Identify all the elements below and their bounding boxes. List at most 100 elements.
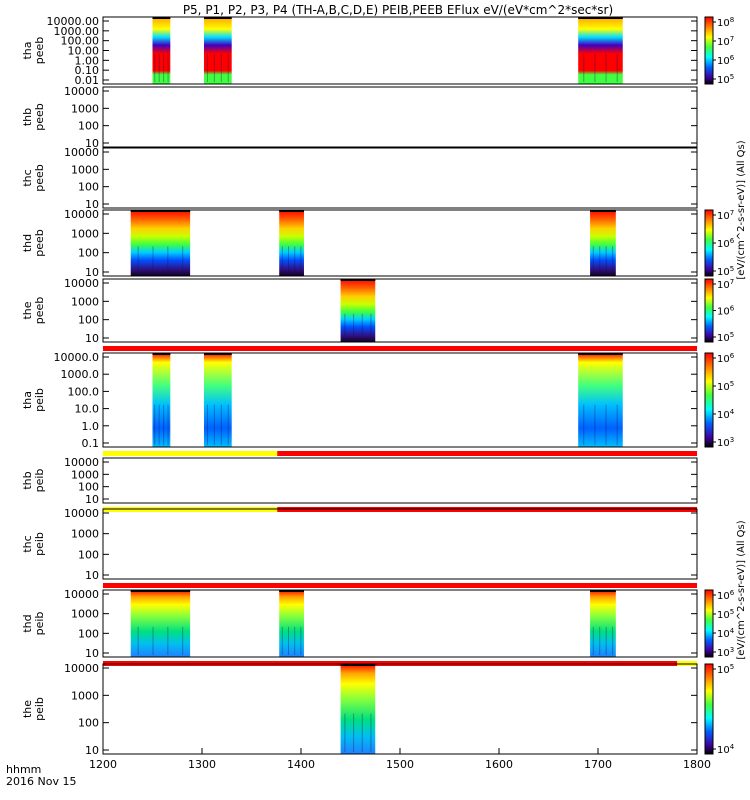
colorbar [704, 16, 714, 85]
x-tick-label: 1500 [386, 758, 414, 771]
y-tick-label: 10 [85, 266, 99, 279]
y-tick-label: 100 [78, 627, 99, 640]
probe-label: thc [21, 535, 34, 552]
spectrogram-cap [340, 664, 376, 666]
colorbar-title-peeb: [eV/(cm^2-s-sr-eV)] (All Qs) [736, 140, 747, 279]
y-tick-label: 10 [85, 137, 99, 150]
panel-thd-peib: 10000 1000 100 10 thd peib 106 105 104 103 [21, 588, 735, 666]
colorbar-tick-label: 103 [717, 646, 734, 659]
x-tick-label: 1700 [584, 758, 612, 771]
probe-label: tha [21, 391, 34, 409]
figure-title: P5, P1, P2, P3, P4 (TH-A,B,C,D,E) PEIB,P… [183, 3, 613, 17]
status-bar-segment [103, 583, 697, 588]
y-tick-label: 1000 [71, 227, 99, 240]
y-tick-label: 100 [78, 548, 99, 561]
y-tick-label: 10 [85, 198, 99, 211]
y-tick-label: 10000 [64, 277, 99, 290]
spectrogram-cap [578, 353, 623, 355]
y-tick-label: 0.1 [82, 437, 100, 450]
y-tick-label: 100.00 [61, 35, 100, 48]
status-bar-segment [103, 346, 697, 351]
status-bar-segment [277, 451, 697, 456]
probe-label: thb [21, 471, 34, 489]
y-tick-label: 100 [78, 120, 99, 133]
spectrogram-cap [130, 590, 191, 592]
panel-frame [102, 663, 698, 755]
y-tick-label: 1.0 [82, 420, 100, 433]
x-axis-label: hhmm [6, 763, 41, 776]
colorbar-tick-label: 107 [717, 209, 734, 222]
y-tick-label: 10000 [64, 208, 99, 221]
x-tick-label: 1600 [485, 758, 513, 771]
y-tick-label: 1000.00 [54, 25, 100, 38]
colorbar-tick-label: 105 [717, 331, 734, 344]
y-tick-label: 10000 [64, 507, 99, 520]
spectrogram-cap [340, 279, 376, 281]
x-tick-label: 1200 [89, 758, 117, 771]
y-tick-label: 1000 [71, 295, 99, 308]
spectrogram-block [578, 17, 623, 84]
panel-frame [102, 508, 698, 580]
colorbar-tick-label: 103 [717, 436, 734, 449]
spectrogram-cap [203, 17, 232, 19]
panel-tha-peib: 10000.0 1000.0 100.0 10.0 1.0 0.1 tha peib 106 10… [21, 351, 735, 456]
y-tick-label: 1000 [71, 689, 99, 702]
spectrogram-block [590, 590, 616, 657]
spectrogram-cap [590, 590, 616, 592]
y-tick-label: 10 [85, 493, 99, 506]
y-tick-label: 10000 [64, 662, 99, 675]
probe-label: thc [21, 169, 34, 186]
colorbar-tick-label: 106 [717, 237, 735, 250]
spectrogram-cap [152, 17, 171, 19]
colorbar-tick-label: 107 [717, 278, 734, 291]
probe-label: thb [21, 108, 34, 126]
colorbar [704, 589, 714, 658]
colorbar-tick-label: 107 [717, 35, 734, 48]
colorbar-tick-label: 105 [717, 380, 734, 393]
panel-frame [102, 352, 698, 448]
spectrogram-block [578, 353, 623, 447]
colorbar-title-peib: [eV/(cm^2-s-sr-eV)] (All Qs) [736, 520, 747, 659]
panel-frame [102, 86, 698, 148]
colorbar-tick-label: 106 [717, 54, 735, 67]
spectrogram-block [130, 590, 191, 657]
spectrogram-cap [279, 210, 304, 212]
panel-thb-peeb: 10000 1000 100 10 thb peeb [21, 85, 698, 150]
time-axis: 1200 1300 1400 1500 1600 1700 1800 [89, 748, 711, 771]
colorbar-tick-label: 105 [717, 73, 734, 86]
y-tick-label: 10000 [64, 146, 99, 159]
colorbar-tick-label: 104 [717, 627, 735, 640]
y-tick-label: 1000 [71, 608, 99, 621]
y-tick-label: 1.00 [75, 54, 100, 67]
instrument-label: peib [33, 532, 46, 556]
x-tick-label: 1800 [683, 758, 711, 771]
y-tick-label: 0.01 [75, 74, 100, 87]
colorbar-tick-label: 105 [717, 608, 734, 621]
panel-frame [102, 457, 698, 504]
x-tick-label: 1400 [287, 758, 315, 771]
instrument-label: peeb [33, 164, 46, 192]
colorbar [704, 352, 714, 448]
spectrogram-cap [578, 17, 623, 19]
y-tick-label: 1000.0 [61, 368, 100, 381]
spectrogram-cap [279, 590, 304, 592]
colorbar [704, 278, 714, 343]
probe-label: tha [21, 41, 34, 59]
spectrogram-block [279, 590, 304, 657]
colorbar-tick-label: 106 [717, 589, 735, 602]
y-tick-label: 10.00 [68, 45, 100, 58]
probe-label: thd [21, 614, 34, 632]
y-tick-label: 1000 [71, 468, 99, 481]
instrument-label: peib [33, 388, 46, 412]
y-tick-label: 10000 [64, 456, 99, 469]
spectrogram-block [152, 353, 171, 447]
spectrogram-cap [152, 353, 171, 355]
spectrogram-block [152, 17, 171, 84]
instrument-label: peib [33, 697, 46, 721]
panel-thc-peeb: 10000 1000 100 10 thc peeb [21, 146, 698, 211]
colorbar-tick-label: 108 [717, 16, 734, 29]
colorbar [704, 209, 714, 277]
